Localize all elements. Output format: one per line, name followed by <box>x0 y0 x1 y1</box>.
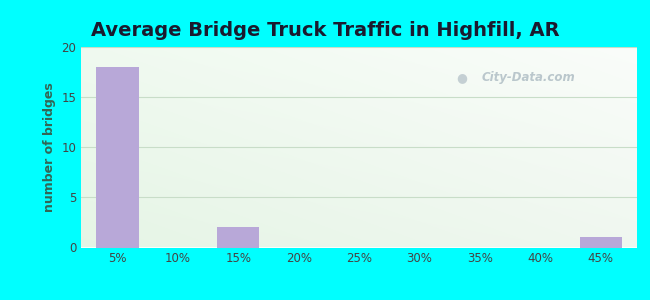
Text: ●: ● <box>456 70 467 84</box>
Bar <box>96 67 138 248</box>
Text: City-Data.com: City-Data.com <box>482 70 575 84</box>
Bar <box>217 227 259 248</box>
Y-axis label: number of bridges: number of bridges <box>43 82 56 212</box>
Bar <box>580 238 622 248</box>
Text: Average Bridge Truck Traffic in Highfill, AR: Average Bridge Truck Traffic in Highfill… <box>91 21 559 40</box>
